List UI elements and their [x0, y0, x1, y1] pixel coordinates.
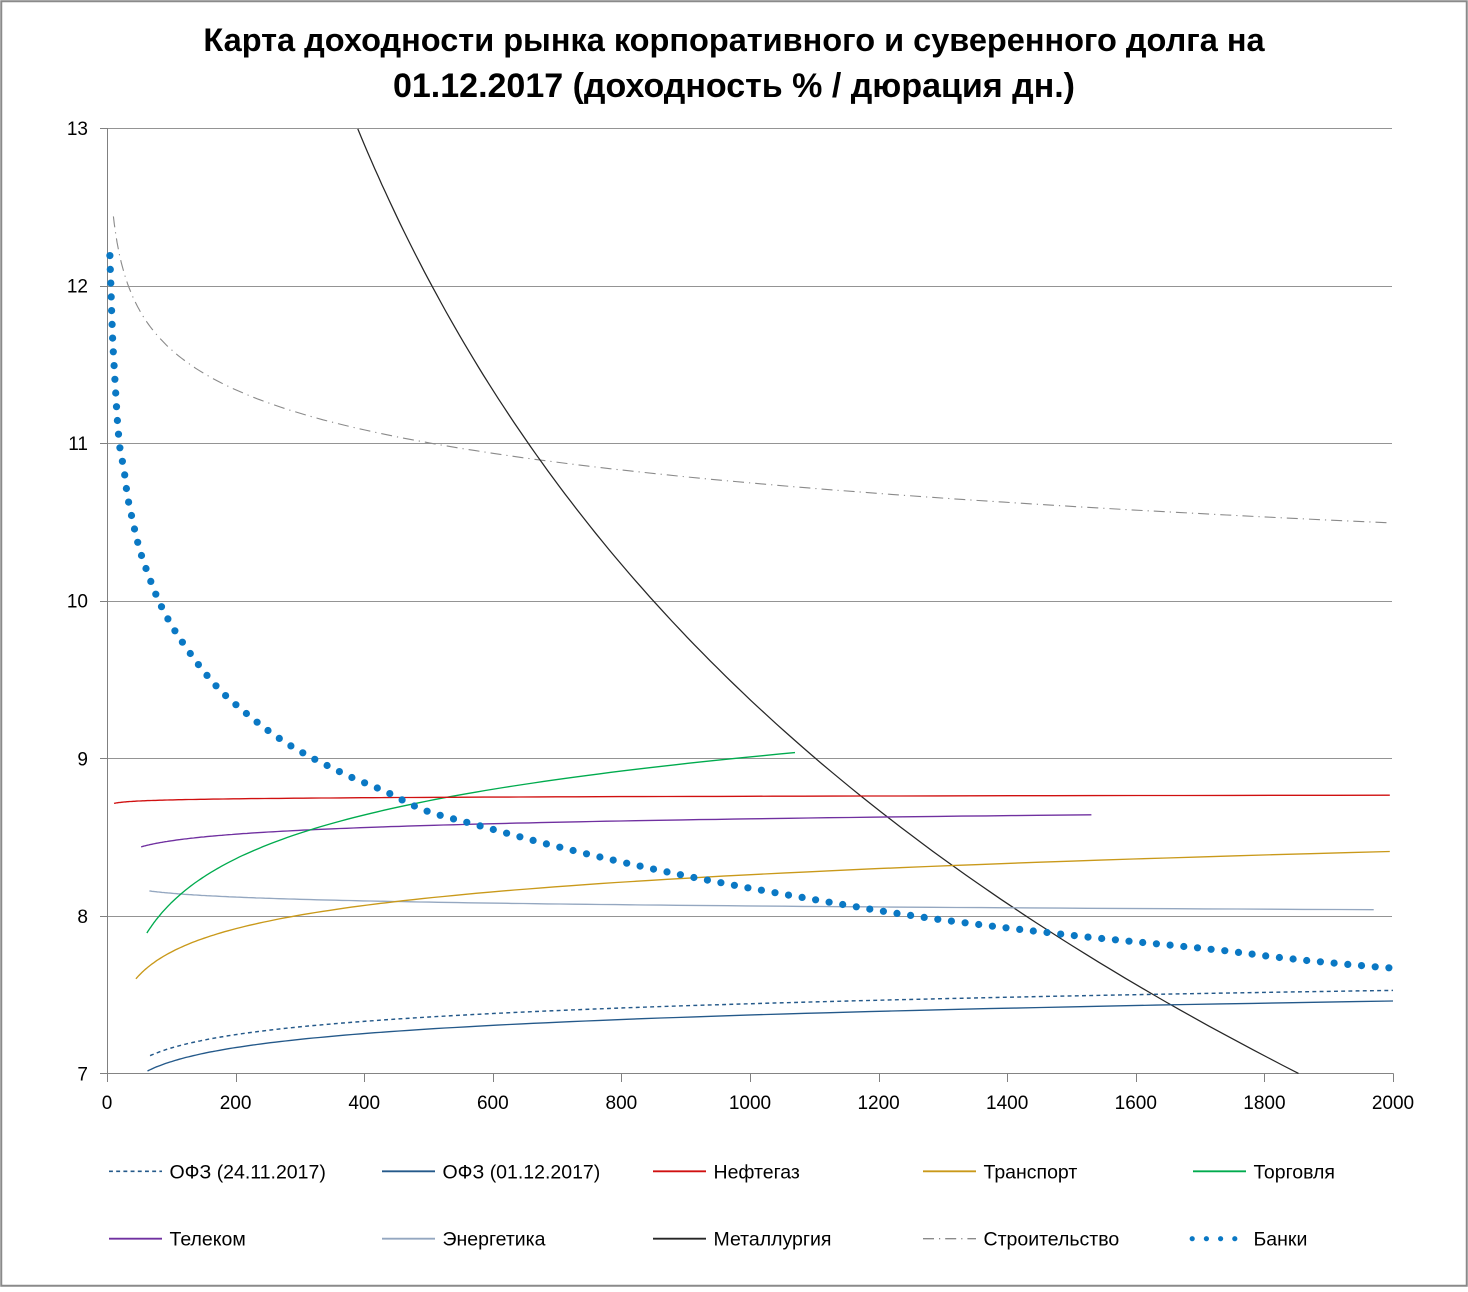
svg-text:Металлургия: Металлургия	[714, 1229, 832, 1251]
svg-text:Банки: Банки	[1254, 1229, 1308, 1251]
svg-text:400: 400	[348, 1093, 380, 1114]
svg-text:800: 800	[606, 1093, 638, 1114]
svg-text:2000: 2000	[1372, 1093, 1414, 1114]
svg-text:10: 10	[67, 592, 88, 613]
svg-text:1200: 1200	[857, 1093, 899, 1114]
svg-text:ОФЗ (01.12.2017): ОФЗ (01.12.2017)	[443, 1161, 601, 1183]
svg-text:ОФЗ (24.11.2017): ОФЗ (24.11.2017)	[170, 1161, 326, 1183]
svg-text:11: 11	[68, 434, 88, 455]
svg-text:1600: 1600	[1115, 1093, 1157, 1114]
svg-text:600: 600	[477, 1093, 509, 1114]
svg-text:Нефтегаз: Нефтегаз	[714, 1161, 800, 1183]
svg-text:0: 0	[102, 1093, 113, 1114]
svg-text:01.12.2017 (доходность % / дюр: 01.12.2017 (доходность % / дюрация дн.)	[393, 67, 1075, 105]
svg-text:1400: 1400	[986, 1093, 1028, 1114]
svg-text:Телеком: Телеком	[170, 1229, 246, 1251]
svg-text:7: 7	[77, 1065, 88, 1086]
svg-text:Строительство: Строительство	[984, 1229, 1120, 1251]
svg-text:1000: 1000	[729, 1093, 771, 1114]
svg-text:12: 12	[67, 277, 88, 298]
svg-text:200: 200	[220, 1093, 252, 1114]
svg-text:Карта доходности рынка корпора: Карта доходности рынка корпоративного и …	[203, 22, 1265, 58]
svg-text:Транспорт: Транспорт	[984, 1161, 1078, 1183]
svg-text:Энергетика: Энергетика	[443, 1229, 546, 1251]
svg-text:1800: 1800	[1243, 1093, 1285, 1114]
svg-text:13: 13	[67, 119, 88, 140]
svg-text:9: 9	[77, 749, 88, 770]
svg-text:Торговля: Торговля	[1254, 1161, 1335, 1183]
svg-text:8: 8	[77, 907, 88, 928]
